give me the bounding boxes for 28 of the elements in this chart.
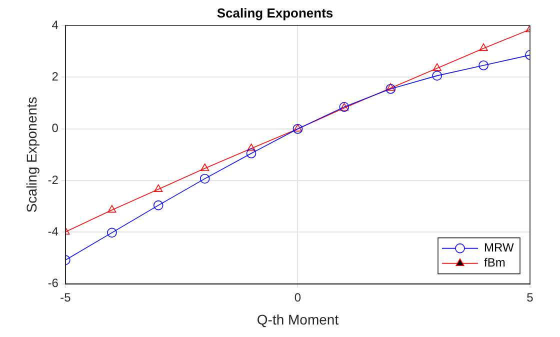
point [386,83,395,91]
y-tick-label: 2 [52,70,59,84]
point [154,184,163,192]
x-tick-label: -5 [60,290,72,304]
y-axis-title: Scaling Exponents [23,96,40,213]
point [200,174,210,184]
point [246,148,256,158]
x-tick-label: 5 [526,290,534,304]
point [246,144,256,152]
y-tick-label: -4 [48,224,59,238]
point [108,205,116,213]
point [107,228,117,238]
chart-title: Scaling Exponents [216,5,334,20]
legend-label: fBm [484,256,506,270]
point [432,63,442,71]
point [432,70,442,81]
point [386,84,396,94]
x-axis-title: Q-th Moment [256,311,339,328]
x-tick-label: 0 [294,290,302,304]
y-tick-label: -2 [48,172,59,187]
point [200,163,210,172]
y-tick-label: 0 [52,121,59,136]
y-tick-label: 4 [52,18,59,32]
point [478,60,488,70]
legend-label: MRW [484,240,514,255]
point [479,43,488,51]
y-tick-label: -6 [48,276,59,290]
point [153,200,164,210]
